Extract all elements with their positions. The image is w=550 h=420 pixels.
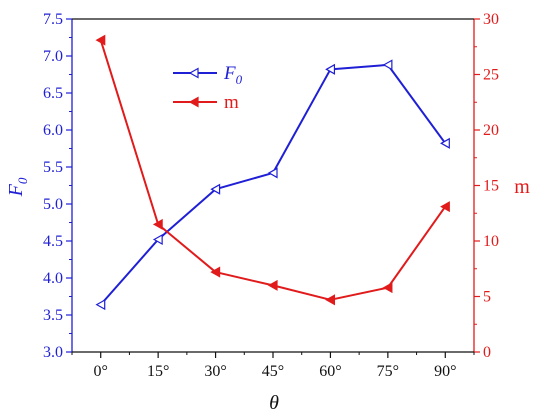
data-point-marker [95, 34, 106, 46]
x-tick-label: 75° [377, 363, 399, 380]
left-tick-label: 7.5 [43, 11, 63, 28]
series-f0 [95, 59, 450, 311]
x-tick-label: 0° [94, 363, 108, 380]
ticks-layer: 3.0 3.5 4.0 4.5 5.0 5.5 6.0 6.5 7.0 7.5 0 5 10 15 20 25… [43, 11, 499, 380]
x-tick-label: 30° [204, 363, 226, 380]
left-tick-label: 3.0 [43, 344, 63, 361]
right-tick-label: 25 [483, 67, 499, 84]
right-tick-label: 5 [483, 289, 491, 306]
data-point-marker [440, 201, 450, 213]
data-point-marker [325, 63, 336, 75]
left-axis-title-sub: 0 [15, 177, 30, 184]
legend-label-f0-main: F [223, 63, 236, 84]
left-tick-label: 5.5 [43, 159, 63, 176]
legend-label-m: m [224, 92, 239, 113]
legend-item-f0: F0 [173, 63, 243, 87]
left-tick-label: 4.5 [43, 233, 63, 250]
data-point-marker [210, 183, 221, 195]
data-point-marker [440, 137, 450, 149]
data-point-marker [267, 167, 278, 179]
x-axis-title: θ [269, 392, 279, 414]
left-axis-title-main: F [5, 183, 27, 197]
data-point-marker [382, 59, 393, 71]
left-tick-label: 4.0 [43, 270, 63, 287]
right-axis-title: m [514, 176, 530, 198]
right-tick-label: 30 [483, 11, 499, 28]
data-point-marker [95, 299, 106, 311]
x-tick-label: 60° [319, 363, 341, 380]
legend-item-m: m [173, 92, 239, 113]
series-layer [95, 34, 450, 311]
left-tick-label: 6.0 [43, 122, 63, 139]
left-axis-title: F0 [5, 177, 30, 197]
x-tick-label: 15° [147, 363, 169, 380]
data-point-marker [152, 233, 163, 246]
right-tick-label: 0 [483, 344, 491, 361]
left-tick-label: 3.5 [43, 307, 63, 324]
x-tick-label: 45° [262, 363, 284, 380]
data-point-marker [152, 218, 163, 230]
right-tick-label: 15 [483, 178, 499, 195]
legend: F0 m [173, 63, 243, 113]
legend-label-f0-sub: 0 [236, 72, 243, 87]
data-point-marker [267, 279, 278, 291]
left-tick-label: 7.0 [43, 48, 63, 65]
right-tick-label: 10 [483, 233, 499, 250]
left-tick-label: 5.0 [43, 196, 63, 213]
data-point-marker [210, 266, 221, 278]
data-point-marker [325, 294, 336, 306]
series-line [99, 63, 447, 306]
series-line [99, 39, 447, 301]
legend-marker-f0 [188, 67, 199, 79]
legend-label-f0: F0 [223, 63, 243, 87]
x-tick-label: 90° [434, 363, 456, 380]
data-point-marker [382, 282, 393, 294]
legend-marker-m [188, 96, 199, 108]
series-m [95, 34, 450, 306]
axes-frame [71, 18, 475, 353]
right-tick-label: 20 [483, 122, 499, 139]
left-tick-label: 6.5 [43, 85, 63, 102]
